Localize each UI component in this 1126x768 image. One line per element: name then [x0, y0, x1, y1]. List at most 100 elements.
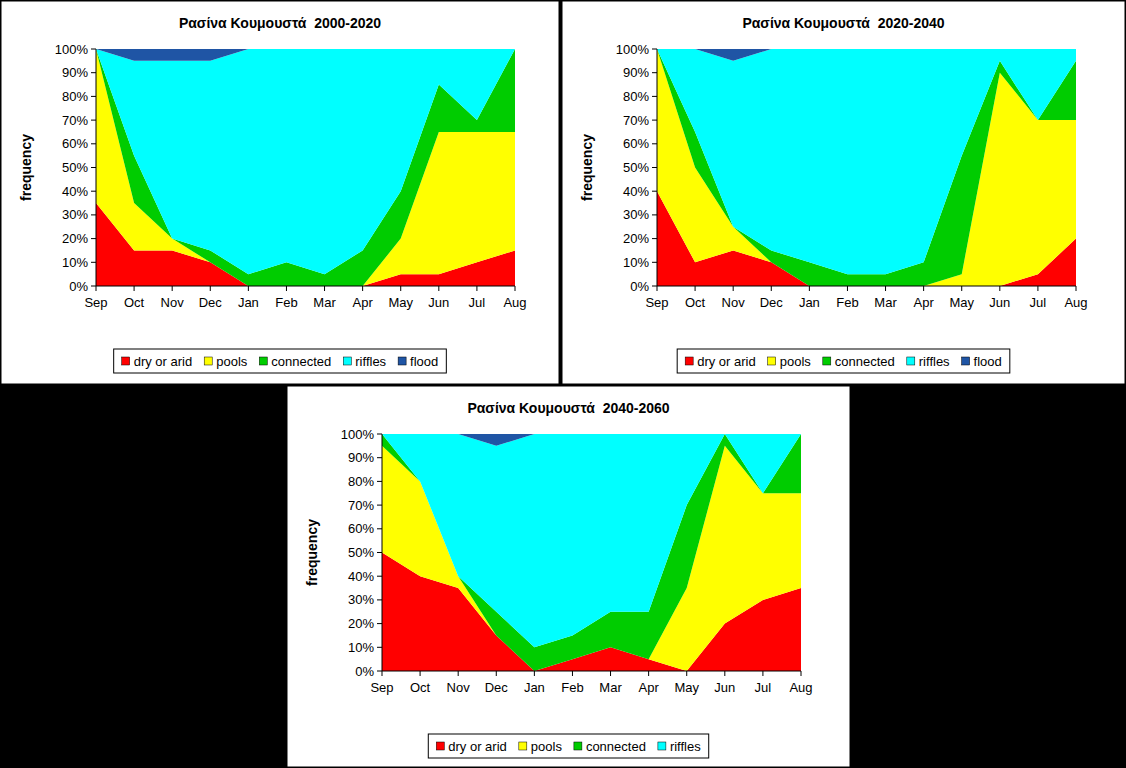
x-tick-label: Apr — [639, 680, 660, 695]
y-tick-label: 90% — [62, 65, 88, 80]
area-series — [96, 49, 515, 286]
y-tick-label: 50% — [348, 545, 374, 560]
x-tick — [515, 286, 516, 291]
chart-panel: Ρασίνα Κουμουστά 2000-20200%10%20%30%40%… — [1, 1, 559, 384]
y-tick-label: 10% — [62, 255, 88, 270]
legend-frame — [428, 734, 708, 758]
legend-frame — [114, 349, 447, 373]
area-series — [382, 434, 801, 446]
y-tick — [91, 262, 96, 263]
y-tick-label: 100% — [55, 42, 89, 57]
y-tick — [652, 214, 657, 215]
x-tick-label: Jan — [799, 295, 820, 310]
y-tick — [652, 72, 657, 73]
y-tick — [377, 623, 382, 624]
legend-swatch — [343, 357, 351, 365]
area-series — [657, 49, 1076, 286]
x-tick-label: Dec — [199, 295, 223, 310]
area-series — [382, 434, 801, 671]
y-tick — [377, 505, 382, 506]
x-tick-label: Mar — [599, 680, 622, 695]
legend: dry or aridpoolsconnectedriffles — [428, 734, 708, 758]
legend-label: connected — [271, 354, 331, 369]
x-tick — [847, 286, 848, 291]
y-tick-label: 60% — [348, 521, 374, 536]
x-tick — [961, 286, 962, 291]
x-tick-label: Jun — [428, 295, 449, 310]
y-tick-label: 20% — [348, 616, 374, 631]
x-tick — [572, 671, 573, 676]
x-tick — [362, 286, 363, 291]
x-tick — [923, 286, 924, 291]
x-tick — [496, 671, 497, 676]
legend-swatch — [962, 357, 970, 365]
panel-frame — [1, 1, 559, 384]
area-series — [96, 49, 515, 274]
y-tick — [377, 528, 382, 529]
y-tick-label: 0% — [355, 664, 374, 679]
x-tick-label: Dec — [760, 295, 784, 310]
background — [0, 0, 1126, 768]
y-tick-label: 80% — [62, 89, 88, 104]
x-tick — [1037, 286, 1038, 291]
x-tick-label: Jun — [714, 680, 735, 695]
legend-label: connected — [586, 739, 646, 754]
y-tick-label: 40% — [62, 184, 88, 199]
x-tick — [134, 286, 135, 291]
y-tick — [377, 576, 382, 577]
panel-frame — [287, 386, 850, 767]
y-axis-label: frequency — [304, 519, 320, 586]
legend-swatch — [574, 742, 582, 750]
x-tick — [724, 671, 725, 676]
y-tick — [91, 143, 96, 144]
y-tick — [377, 481, 382, 482]
x-tick — [324, 286, 325, 291]
legend-swatch — [436, 742, 444, 750]
x-axis — [657, 286, 1076, 287]
x-tick-label: Oct — [685, 295, 706, 310]
chart-title: Ρασίνα Κουμουστά 2000-2020 — [179, 15, 381, 31]
y-tick — [91, 167, 96, 168]
y-tick — [91, 96, 96, 97]
y-tick-label: 90% — [348, 450, 374, 465]
x-tick-label: Apr — [353, 295, 374, 310]
x-tick-label: Jul — [755, 680, 772, 695]
y-tick-label: 50% — [623, 160, 649, 175]
chart-title: Ρασίνα Κουμουστά 2020-2040 — [742, 15, 944, 31]
y-tick-label: 70% — [623, 113, 649, 128]
x-tick — [1076, 286, 1077, 291]
x-tick-label: Dec — [485, 680, 509, 695]
figure: Ρασίνα Κουμουστά 2000-2020 0% 10% 20% 30% 40%… — [0, 0, 1126, 768]
x-tick — [438, 286, 439, 291]
x-axis — [96, 286, 515, 287]
x-tick — [809, 286, 810, 291]
x-tick — [400, 286, 401, 291]
y-tick-label: 50% — [62, 160, 88, 175]
x-tick — [686, 671, 687, 676]
x-tick-label: Nov — [722, 295, 746, 310]
x-tick-label: Aug — [1064, 295, 1087, 310]
legend-label: pools — [780, 354, 812, 369]
y-tick-label: 60% — [623, 136, 649, 151]
x-tick-label: Sep — [370, 680, 393, 695]
x-tick-label: Feb — [836, 295, 858, 310]
legend-swatch — [398, 357, 406, 365]
x-tick-label: Mar — [313, 295, 336, 310]
y-tick-label: 100% — [341, 427, 375, 442]
x-axis — [382, 671, 801, 672]
legend-label: dry or arid — [134, 354, 193, 369]
x-tick-label: May — [949, 295, 974, 310]
y-tick — [652, 238, 657, 239]
legend-label: pools — [216, 354, 248, 369]
x-tick — [801, 671, 802, 676]
y-tick — [377, 599, 382, 600]
y-tick-label: 30% — [623, 207, 649, 222]
plot-area — [657, 49, 1076, 286]
y-tick — [377, 647, 382, 648]
y-tick-label: 20% — [62, 231, 88, 246]
x-tick — [420, 671, 421, 676]
y-tick — [652, 49, 657, 50]
area-series — [96, 49, 515, 286]
x-tick — [733, 286, 734, 291]
y-tick — [91, 238, 96, 239]
